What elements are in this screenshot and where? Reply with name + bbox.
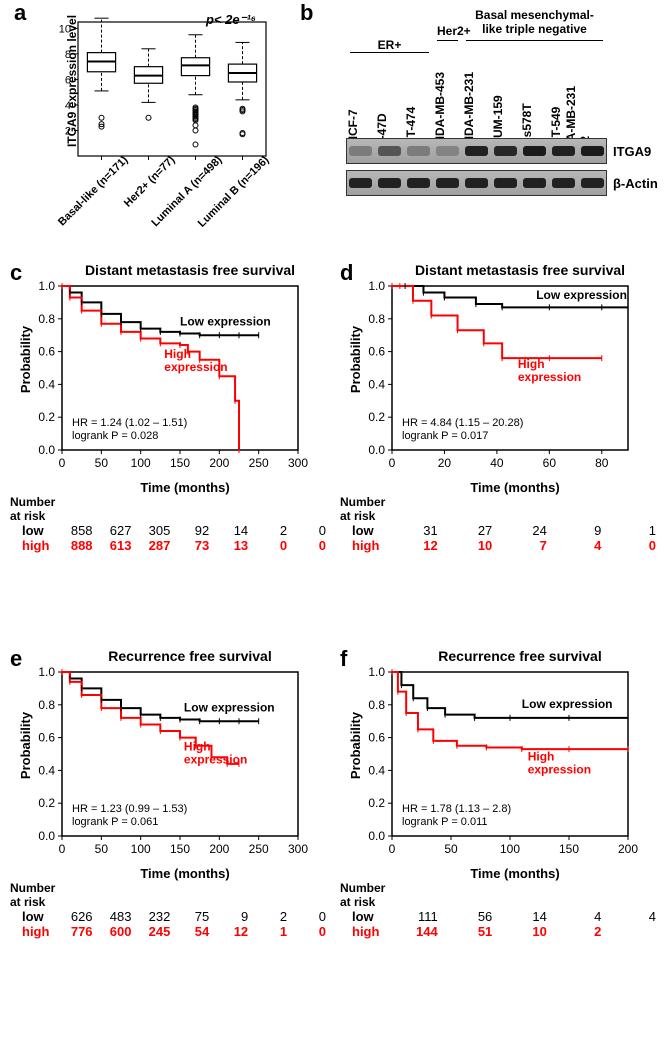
svg-text:0: 0 — [389, 456, 396, 470]
svg-text:150: 150 — [559, 842, 579, 856]
svg-text:HR = 1.24 (1.02 – 1.51)logrank: HR = 1.24 (1.02 – 1.51)logrank P = 0.028 — [72, 417, 187, 442]
svg-text:0.8: 0.8 — [368, 312, 385, 326]
svg-text:0.4: 0.4 — [368, 377, 385, 391]
km-xlabel: Time (months) — [370, 866, 660, 881]
svg-text:1.0: 1.0 — [368, 665, 385, 679]
svg-text:0.0: 0.0 — [368, 443, 385, 457]
svg-text:Low expression: Low expression — [180, 314, 271, 328]
km-xlabel: Time (months) — [370, 480, 660, 495]
svg-text:100: 100 — [500, 842, 520, 856]
svg-text:20: 20 — [438, 456, 452, 470]
panel-c-title: Distant metastasis free survival — [50, 262, 330, 278]
svg-text:0.2: 0.2 — [38, 410, 55, 424]
panel-f-title: Recurrence free survival — [380, 648, 660, 664]
svg-text:HR = 1.78 (1.13 – 2.8)logrank: HR = 1.78 (1.13 – 2.8)logrank P = 0.011 — [402, 803, 511, 828]
svg-text:0.6: 0.6 — [368, 345, 385, 359]
svg-text:10: 10 — [59, 23, 71, 35]
svg-text:0.2: 0.2 — [368, 410, 385, 424]
svg-text:1.0: 1.0 — [38, 279, 55, 293]
svg-text:300: 300 — [288, 842, 308, 856]
svg-text:Highexpression: Highexpression — [528, 750, 591, 777]
svg-text:1.0: 1.0 — [368, 279, 385, 293]
svg-text:0.0: 0.0 — [38, 443, 55, 457]
svg-text:0.4: 0.4 — [368, 763, 385, 777]
svg-text:100: 100 — [131, 842, 151, 856]
svg-text:100: 100 — [131, 456, 151, 470]
panel-d-title: Distant metastasis free survival — [380, 262, 660, 278]
km-c-svg: 0.0 0.2 0.4 0.6 0.8 1.0 0 50 100 150 200 250 300 Low … — [10, 278, 310, 478]
km-ylabel: Probability — [348, 712, 363, 779]
svg-text:Low expression: Low expression — [522, 697, 613, 711]
km-e-svg: 0.0 0.2 0.4 0.6 0.8 1.0 0 50 100 150 200 250 300 Low … — [10, 664, 310, 864]
km-xlabel: Time (months) — [40, 866, 330, 881]
svg-text:0.8: 0.8 — [38, 312, 55, 326]
svg-text:200: 200 — [209, 456, 229, 470]
svg-text:200: 200 — [618, 842, 638, 856]
svg-text:40: 40 — [490, 456, 504, 470]
panel-e-label: e — [10, 646, 22, 672]
risk-table-e: Number at risklow62648323275920high77660… — [10, 881, 330, 939]
svg-text:6: 6 — [65, 74, 71, 86]
panel-d-label: d — [340, 260, 353, 286]
svg-text:50: 50 — [444, 842, 458, 856]
risk-table-d: Number at risklow31272491high1210740 — [340, 495, 660, 553]
svg-text:0.2: 0.2 — [38, 796, 55, 810]
panel-e-km: e Recurrence free survival Probability 0… — [10, 648, 330, 939]
svg-text:Low expression: Low expression — [536, 288, 627, 302]
svg-text:0.8: 0.8 — [368, 698, 385, 712]
km-xlabel: Time (months) — [40, 480, 330, 495]
panel-a-boxplot: ITGA9 expression level p< 2e⁻¹⁶ 246810 B… — [14, 4, 294, 254]
panel-b-westernblot: MCF-7T-47DBT-474MDA-MB-453MDA-MB-231SUM-… — [300, 4, 660, 244]
svg-text:Highexpression: Highexpression — [184, 740, 247, 767]
panel-d-km: d Distant metastasis free survival Proba… — [340, 262, 660, 553]
svg-text:200: 200 — [209, 842, 229, 856]
svg-text:250: 250 — [249, 842, 269, 856]
svg-text:150: 150 — [170, 456, 190, 470]
svg-text:HR = 1.23 (0.99 – 1.53)logrank: HR = 1.23 (0.99 – 1.53)logrank P = 0.061 — [72, 803, 187, 828]
svg-text:60: 60 — [543, 456, 557, 470]
svg-text:0.4: 0.4 — [38, 377, 55, 391]
svg-text:4: 4 — [65, 100, 71, 112]
svg-text:0.8: 0.8 — [38, 698, 55, 712]
km-d-svg: 0.0 0.2 0.4 0.6 0.8 1.0 0 20 40 60 80 Low expressio… — [340, 278, 640, 478]
svg-text:0.4: 0.4 — [38, 763, 55, 777]
svg-text:0.2: 0.2 — [368, 796, 385, 810]
km-ylabel: Probability — [18, 326, 33, 393]
svg-text:8: 8 — [65, 49, 71, 61]
panel-c-km: c Distant metastasis free survival Proba… — [10, 262, 330, 553]
risk-table-c: Number at risklow858627305921420high8886… — [10, 495, 330, 553]
svg-text:150: 150 — [170, 842, 190, 856]
svg-text:0.6: 0.6 — [368, 731, 385, 745]
svg-text:0.0: 0.0 — [38, 829, 55, 843]
svg-text:0.6: 0.6 — [38, 345, 55, 359]
svg-text:2: 2 — [65, 125, 71, 137]
risk-table-f: Number at risklow111561444high14451102 — [340, 881, 660, 939]
panel-f-label: f — [340, 646, 347, 672]
svg-text:0: 0 — [389, 842, 396, 856]
svg-text:300: 300 — [288, 456, 308, 470]
svg-text:1.0: 1.0 — [38, 665, 55, 679]
panel-f-km: f Recurrence free survival Probability 0… — [340, 648, 660, 939]
svg-text:Low expression: Low expression — [184, 700, 275, 714]
svg-text:HR = 4.84 (1.15 – 20.28)logran: HR = 4.84 (1.15 – 20.28)logrank P = 0.01… — [402, 417, 523, 442]
svg-text:250: 250 — [249, 456, 269, 470]
svg-text:0: 0 — [59, 842, 66, 856]
svg-text:0.0: 0.0 — [368, 829, 385, 843]
boxplot-svg: 2 4 6 8 10 — [44, 16, 274, 166]
km-ylabel: Probability — [18, 712, 33, 779]
svg-text:80: 80 — [595, 456, 609, 470]
km-f-svg: 0.0 0.2 0.4 0.6 0.8 1.0 0 50 100 150 200 Low expres… — [340, 664, 640, 864]
svg-text:0: 0 — [59, 456, 66, 470]
panel-e-title: Recurrence free survival — [50, 648, 330, 664]
panel-c-label: c — [10, 260, 22, 286]
svg-text:50: 50 — [95, 842, 109, 856]
km-ylabel: Probability — [348, 326, 363, 393]
svg-text:0.6: 0.6 — [38, 731, 55, 745]
svg-text:50: 50 — [95, 456, 109, 470]
